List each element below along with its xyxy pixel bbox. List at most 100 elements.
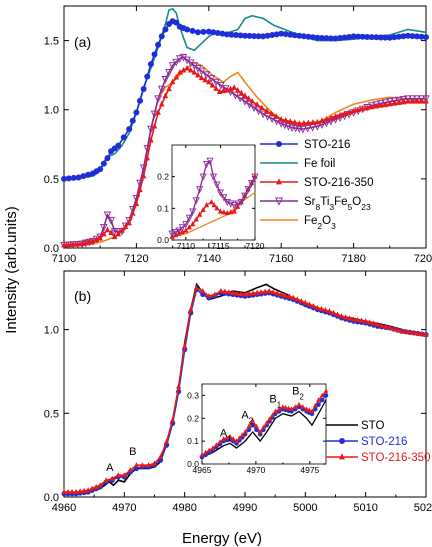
inset-b-series-sto-216-350-point [289, 406, 294, 411]
series-sto-216-point [219, 30, 226, 37]
series-sto-216-point [314, 34, 321, 41]
series-sto-216-point [173, 19, 180, 26]
series-sto-216-350-point [226, 289, 232, 295]
inset-b-series-sto-216-350-point [242, 429, 248, 434]
inset-b-series-sto-216-350-point [283, 404, 289, 410]
y-tick-label: 1.0 [44, 105, 59, 117]
inset-a-series-sto-216-350-point [211, 202, 217, 208]
inset-b-y-tick-label: 0.2 [187, 413, 199, 423]
panel-b-legend: STO STO-216 STO-216-350 [326, 420, 430, 464]
series-sto-216-350-point [242, 92, 248, 99]
series-sto-216-350-point [194, 284, 200, 290]
series-sto-216-350-point [166, 85, 172, 92]
series-sto-216-350-point [231, 84, 237, 90]
series-sto-216-350-point [266, 287, 272, 294]
inset-peak-label-a1: A1 [220, 428, 232, 444]
series-sto-216-point [423, 34, 429, 41]
y-tick-label: 1.0 [44, 325, 59, 337]
series-sto-216-point [147, 61, 154, 68]
series-sto-216-350-point [70, 241, 76, 247]
series-sto-216-point [332, 35, 339, 42]
series-sto-216-350-point [396, 99, 402, 106]
series-sto-216-350-point [73, 488, 79, 495]
series-sto-216-350-point [81, 487, 87, 493]
series-sto-216-350-point [258, 289, 264, 295]
series-sto-216-350-point [238, 290, 244, 296]
series-sto-216-point [327, 35, 334, 42]
series-sto-216-350-point [157, 453, 164, 459]
series-sto-216-350-point [387, 324, 393, 330]
series-sr8ti3fe5o23-point [161, 76, 170, 84]
series-sto-216-point [278, 30, 285, 37]
panel-a-label: (a) [74, 34, 91, 50]
series-sto-216-point [418, 33, 425, 40]
series-sto-216-350 [61, 64, 429, 248]
series-sto-216-350-point [104, 226, 111, 233]
inset-b-series-sto-216-350-point [280, 404, 286, 409]
series-sto-216-350-point [368, 103, 375, 110]
inset-a-series-sr8ti3fe5o23-point [206, 157, 214, 165]
series-sto-216-point [318, 34, 325, 41]
series-sto-216-350-point [286, 293, 292, 299]
series-sto-216-point [61, 175, 67, 182]
series-sto-216-350-point [391, 100, 398, 106]
series-sr8ti3fe5o23-point [100, 224, 108, 232]
inset-b-series-sto-216-350-point [306, 407, 312, 413]
inset-b-y-tick-label: 0.3 [187, 390, 199, 400]
series-sto-216-point [251, 33, 258, 40]
panel-a-legend: STO-216 Fe foil STO-216-350 Sr8Ti3Fe5O23 Fe2… [260, 139, 373, 231]
series-sto-216-350-point [89, 485, 95, 491]
inset-a-series-sr8ti3fe5o23-point [196, 186, 204, 194]
series-sto-216-350-point [218, 287, 224, 294]
series-sto-216-point [341, 34, 348, 41]
series-sto-216-350-point [334, 311, 341, 317]
inset-b-series-sto-216-350-point [292, 404, 298, 409]
series-sto-216-350-point [322, 306, 329, 313]
series-sto-216-350-point [184, 64, 190, 71]
panel-b-inset: 4965 4970 4975 0.0 0.1 0.2 0.3 A1 A2 B1 B2 [187, 383, 329, 475]
series-sr8ti3fe5o23-point [381, 99, 390, 107]
series-sto-216-point [355, 33, 362, 40]
series-sto-216-point [413, 33, 420, 40]
inset-a-series-sto-216-350-point [203, 202, 210, 208]
series-sto-216-350-point [337, 111, 343, 118]
inset-b-series-sto-216-point [316, 402, 321, 407]
series-sto-216-350-point [101, 230, 107, 237]
series-sto-216-350-point [278, 116, 284, 122]
inset-b-x-tick-label: 4975 [300, 465, 319, 475]
inset-b-series-sto-216-350-point [309, 408, 315, 414]
inset-a-series-sr8ti3fe5o23-point [244, 186, 252, 194]
series-sto-216-point [120, 134, 127, 141]
inset-b-series-sto-216-point [323, 393, 329, 398]
inset-a-series-sr8ti3fe5o23-point [199, 173, 207, 181]
series-sto-216-350-point [342, 314, 349, 320]
series-sto-216-350-point [151, 460, 158, 466]
inset-a-series-sto-216-350-point [231, 208, 237, 214]
series-sto-216-point [144, 73, 151, 80]
series-sto-216-350-point [419, 330, 425, 337]
series-sto-216-point [97, 166, 104, 173]
legend-label-sto-216: STO-216 [304, 139, 350, 151]
inset-a-series-sr8ti3fe5o23-point [209, 173, 218, 181]
inset-a-series-sto-216-350-point [197, 211, 203, 217]
peak-label-b: B [129, 446, 136, 458]
series-sto-216-point [155, 41, 162, 48]
series-sto-216-350-point [202, 76, 208, 83]
inset-a-series-sr8ti3fe5o23-point [202, 160, 211, 169]
inset-a-series-sr8ti3fe5o23-point [247, 179, 256, 188]
inset-a-series-sr8ti3fe5o23-point [168, 230, 176, 238]
series-sto-216-point [129, 117, 136, 124]
series-sr8ti3fe5o23-point [413, 95, 421, 104]
series-sto-216-350-point [377, 102, 384, 108]
inset-b-series-sto-216-350-point [246, 423, 252, 429]
series-sto-216-350-point [111, 233, 118, 240]
series-sto-216-point [346, 33, 353, 40]
inset-b-series-sto-216-350-point [316, 397, 321, 402]
series-sto-216-350-point [355, 106, 361, 113]
series-sto-216-350-point [249, 98, 256, 104]
inset-b-series-sto-216-350-point [230, 436, 236, 441]
series-sto-216-point [282, 31, 289, 38]
series-sr8ti3fe5o23-point [303, 124, 312, 133]
inset-b-series-sto-216-350-point [227, 433, 233, 439]
